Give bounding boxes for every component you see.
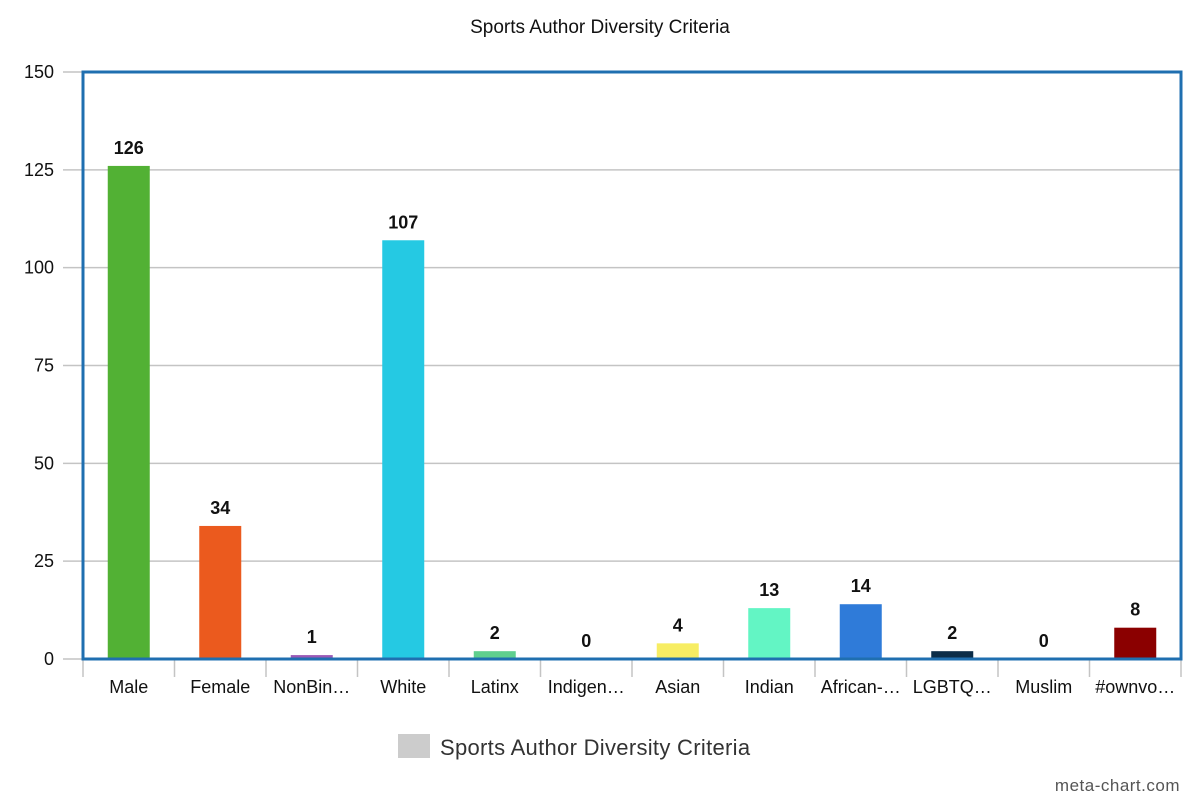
y-tick-label: 0 [44,649,54,669]
x-tick-label: Asian [655,677,700,697]
y-tick-label: 100 [24,258,54,278]
x-tick-label: Female [190,677,250,697]
x-tick-label: Latinx [471,677,519,697]
data-label: 4 [673,615,683,635]
y-axis-ticks: 0 25 50 75 100 125 150 [24,62,83,669]
data-label: 107 [388,212,418,232]
data-label: 126 [114,138,144,158]
data-labels: 126 34 1 107 2 0 4 13 14 2 0 8 [114,138,1141,651]
y-tick-label: 25 [34,551,54,571]
x-tick-label: Indigen… [548,677,625,697]
x-tick-label: White [380,677,426,697]
watermark-text: meta-chart.com [1055,776,1180,795]
x-axis-ticks: Male Female NonBin… White Latinx Indigen… Asia… [82,659,1182,697]
data-label: 0 [1039,631,1049,651]
x-tick-label: Muslim [1015,677,1072,697]
data-label: 0 [581,631,591,651]
bar [199,525,242,659]
bar [107,165,150,660]
bar [382,240,425,660]
data-label: 2 [947,623,957,643]
y-tick-label: 125 [24,160,54,180]
x-tick-label: #ownvo… [1095,677,1175,697]
data-label: 1 [307,627,317,647]
data-label: 34 [210,498,230,518]
bar [839,604,882,659]
bar [656,643,699,659]
y-tick-label: 150 [24,62,54,82]
bar [473,651,516,659]
data-label: 13 [759,580,779,600]
bars [107,165,1157,660]
bar [748,608,791,659]
x-tick-label: Indian [745,677,794,697]
y-tick-label: 75 [34,356,54,376]
bar [1114,627,1157,659]
x-tick-label: LGBTQ… [913,677,992,697]
data-label: 8 [1130,600,1140,620]
gridlines [83,169,1181,562]
legend: Sports Author Diversity Criteria [398,734,751,760]
chart-title: Sports Author Diversity Criteria [470,17,730,38]
data-label: 2 [490,623,500,643]
legend-swatch [398,734,430,758]
plot-frame [81,70,1183,661]
x-tick-label: Male [109,677,148,697]
x-tick-label: NonBin… [273,677,350,697]
x-tick-label: African-… [821,677,901,697]
y-tick-label: 50 [34,453,54,473]
bar [290,655,333,659]
bar [931,651,974,659]
legend-label: Sports Author Diversity Criteria [440,735,751,760]
data-label: 14 [851,576,871,596]
